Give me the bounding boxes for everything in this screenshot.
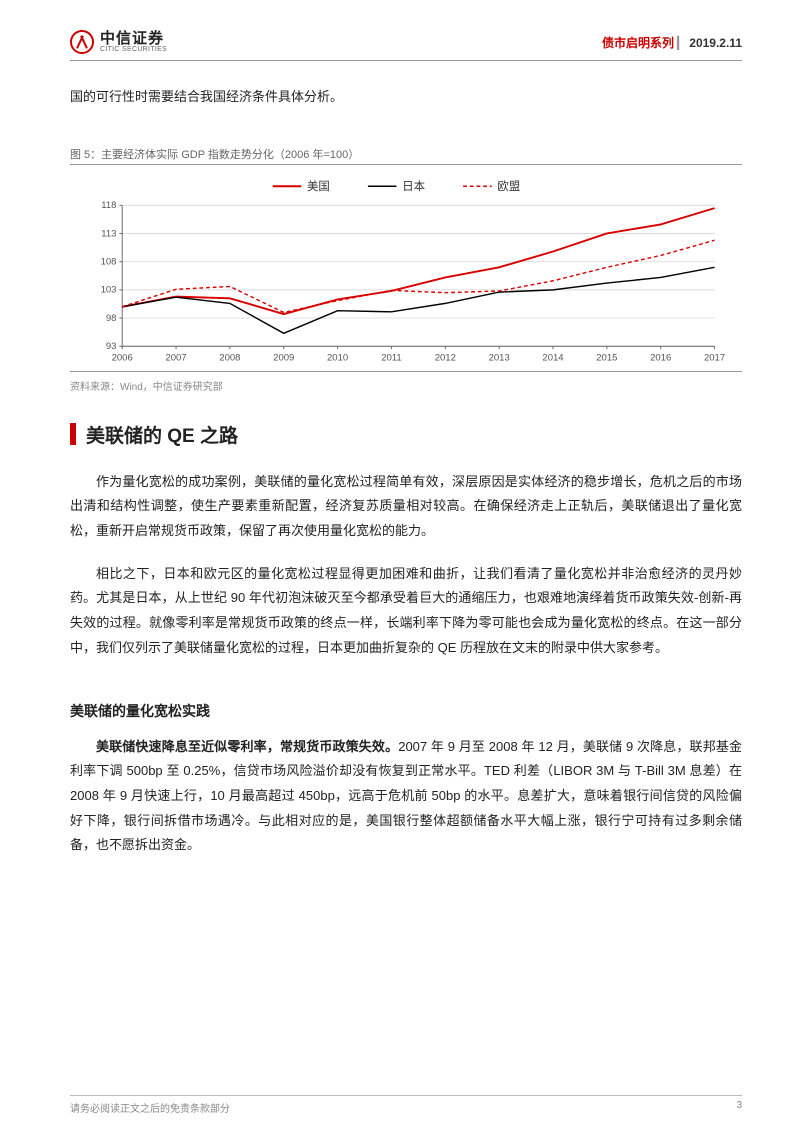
footer-page-number: 3 xyxy=(736,1100,742,1115)
logo-icon xyxy=(70,30,94,54)
para3-lead: 美联储快速降息至近似零利率，常规货币政策失效。 xyxy=(96,739,398,754)
svg-text:2008: 2008 xyxy=(219,352,240,363)
logo: 中信证券 CITIC SECURITIES xyxy=(70,30,167,54)
logo-text: 中信证券 CITIC SECURITIES xyxy=(100,31,167,53)
svg-text:欧盟: 欧盟 xyxy=(497,180,520,193)
intro-line: 国的可行性时需要结合我国经济条件具体分析。 xyxy=(70,85,742,110)
svg-text:118: 118 xyxy=(101,200,116,211)
section-title: 美联储的 QE 之路 xyxy=(86,421,238,448)
section-heading: 美联储的 QE 之路 xyxy=(70,421,742,448)
footer-disclaimer: 请务必阅读正文之后的免责条款部分 xyxy=(70,1100,230,1115)
paragraph-3: 美联储快速降息至近似零利率，常规货币政策失效。2007 年 9 月至 2008 … xyxy=(70,735,742,858)
figure-bottom-rule xyxy=(70,371,742,372)
svg-text:2007: 2007 xyxy=(165,352,186,363)
svg-text:113: 113 xyxy=(101,228,116,239)
gdp-chart: 93 98 103 108 113 118 2006 2007 2008 2009 2010 2011… xyxy=(70,171,742,371)
paragraph-2: 相比之下，日本和欧元区的量化宽松过程显得更加困难和曲折，让我们看清了量化宽松并非… xyxy=(70,562,742,661)
svg-text:93: 93 xyxy=(106,341,117,352)
svg-text:2013: 2013 xyxy=(489,352,510,363)
logo-en: CITIC SECURITIES xyxy=(100,46,167,53)
page-root: 中信证券 CITIC SECURITIES 债市启明系列▎2019.2.11 国… xyxy=(0,0,802,1133)
section-bar-icon xyxy=(70,423,76,445)
svg-text:2016: 2016 xyxy=(650,352,671,363)
sub-heading: 美联储的量化宽松实践 xyxy=(70,701,742,721)
svg-text:2014: 2014 xyxy=(542,352,564,363)
gdp-chart-svg: 93 98 103 108 113 118 2006 2007 2008 2009 2010 2011… xyxy=(70,171,742,371)
svg-text:2006: 2006 xyxy=(112,352,133,363)
svg-text:108: 108 xyxy=(101,256,117,267)
svg-text:2009: 2009 xyxy=(273,352,294,363)
svg-text:2017: 2017 xyxy=(704,352,725,363)
sep: ▎ xyxy=(677,36,686,50)
page-footer: 请务必阅读正文之后的免责条款部分 3 xyxy=(70,1095,742,1115)
logo-cn: 中信证券 xyxy=(100,31,167,46)
page-header: 中信证券 CITIC SECURITIES 债市启明系列▎2019.2.11 xyxy=(70,30,742,61)
svg-text:2010: 2010 xyxy=(327,352,348,363)
svg-text:2012: 2012 xyxy=(435,352,456,363)
paragraph-1: 作为量化宽松的成功案例，美联储的量化宽松过程简单有效，深层原因是实体经济的稳步增… xyxy=(70,470,742,544)
figure-source: 资料来源：Wind，中信证券研究部 xyxy=(70,378,742,393)
svg-text:美国: 美国 xyxy=(307,179,330,193)
svg-text:2011: 2011 xyxy=(381,352,401,363)
doc-series: 债市启明系列 xyxy=(602,36,674,50)
para3-rest: 2007 年 9 月至 2008 年 12 月，美联储 9 次降息，联邦基金利率… xyxy=(70,739,742,853)
figure-top-rule xyxy=(70,164,742,165)
figure-caption: 图 5：主要经济体实际 GDP 指数走势分化（2006 年=100） xyxy=(70,146,742,162)
doc-date: 2019.2.11 xyxy=(689,36,742,50)
svg-text:103: 103 xyxy=(101,284,117,295)
svg-text:2015: 2015 xyxy=(596,352,617,363)
svg-text:98: 98 xyxy=(106,313,117,324)
svg-text:日本: 日本 xyxy=(402,179,425,193)
header-meta: 债市启明系列▎2019.2.11 xyxy=(602,34,742,51)
